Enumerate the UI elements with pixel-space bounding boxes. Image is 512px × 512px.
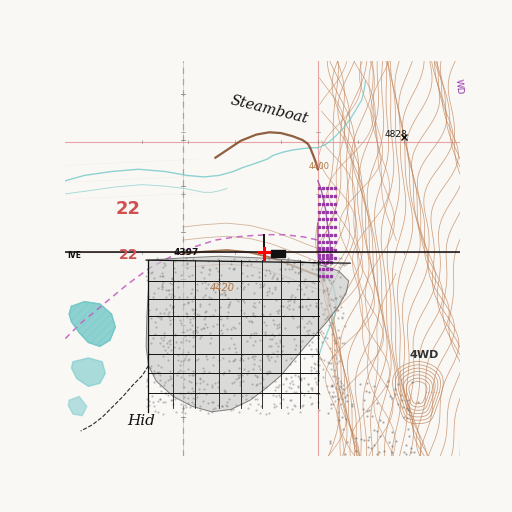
- Polygon shape: [72, 358, 105, 387]
- Text: Steamboat: Steamboat: [229, 93, 310, 126]
- Text: 4420: 4420: [210, 283, 235, 293]
- Bar: [271, 250, 285, 257]
- Text: 22: 22: [116, 200, 141, 218]
- Polygon shape: [146, 256, 349, 412]
- Text: 4397: 4397: [173, 248, 199, 258]
- Text: Hid: Hid: [127, 414, 155, 428]
- Text: IVE: IVE: [68, 251, 81, 260]
- Polygon shape: [69, 396, 87, 416]
- Text: WD: WD: [453, 78, 464, 95]
- Text: 22: 22: [119, 248, 138, 262]
- Polygon shape: [69, 302, 115, 346]
- Text: 4400: 4400: [309, 162, 330, 171]
- Polygon shape: [69, 302, 115, 346]
- Text: 4828: 4828: [385, 130, 408, 139]
- Text: 4WD: 4WD: [410, 350, 439, 360]
